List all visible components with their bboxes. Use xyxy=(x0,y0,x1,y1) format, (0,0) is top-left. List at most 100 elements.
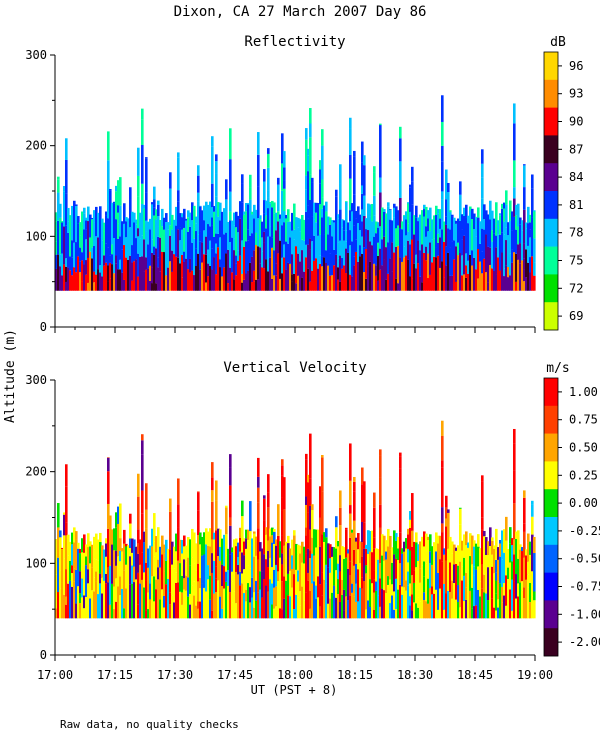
data-cell xyxy=(257,132,260,155)
data-cell xyxy=(441,146,444,162)
colorbar-label: 78 xyxy=(569,226,583,240)
data-cell xyxy=(523,165,526,187)
data-cell xyxy=(481,481,484,518)
y-tick-label: 100 xyxy=(25,556,47,570)
data-cell xyxy=(447,509,450,513)
data-cell xyxy=(215,500,218,530)
data-cell xyxy=(309,478,312,506)
data-cell xyxy=(481,518,484,530)
colorbar-swatch xyxy=(544,219,558,247)
colorbar-swatch xyxy=(544,108,558,136)
data-cell xyxy=(75,204,78,206)
colorbar-label: -2.00 xyxy=(569,635,600,649)
data-cell xyxy=(373,508,376,538)
y-tick-label: 300 xyxy=(25,48,47,62)
data-cell xyxy=(533,238,536,262)
colorbar-swatch xyxy=(544,517,558,545)
data-cell xyxy=(415,206,418,218)
data-cell xyxy=(411,493,414,531)
data-cell xyxy=(309,454,312,479)
data-cell xyxy=(513,470,516,503)
data-cell xyxy=(349,481,352,505)
data-cell xyxy=(141,455,144,491)
data-cell xyxy=(513,160,516,187)
y-tick-label: 0 xyxy=(40,648,47,662)
data-cell xyxy=(211,184,214,207)
data-cell xyxy=(389,209,392,210)
data-cell xyxy=(505,517,508,541)
data-cell xyxy=(59,530,62,537)
data-cell xyxy=(273,529,276,532)
data-cell xyxy=(533,276,536,291)
data-cell xyxy=(533,591,536,600)
data-cell xyxy=(141,120,144,145)
data-cell xyxy=(249,175,252,188)
data-cell xyxy=(523,164,526,165)
colorbar-label: -0.25 xyxy=(569,524,600,538)
data-cell xyxy=(129,524,132,539)
data-cell xyxy=(425,534,428,537)
x-tick-label: 17:00 xyxy=(37,668,73,682)
data-cell xyxy=(531,501,534,505)
data-cell xyxy=(229,128,232,159)
data-cell xyxy=(513,443,516,470)
data-cell xyxy=(145,510,148,529)
data-cell xyxy=(305,128,308,140)
data-cell xyxy=(249,188,252,200)
data-cell xyxy=(387,202,390,206)
colorbar-swatch xyxy=(544,628,558,656)
data-cell xyxy=(459,181,462,194)
data-cell xyxy=(141,440,144,454)
data-cell xyxy=(513,429,516,443)
colorbar-label: 93 xyxy=(569,87,583,101)
data-cell xyxy=(477,207,480,217)
data-cell xyxy=(379,146,382,178)
data-cell xyxy=(197,165,200,175)
data-cell xyxy=(141,109,144,120)
data-cell xyxy=(257,477,260,488)
data-cell xyxy=(119,177,122,206)
data-cell xyxy=(277,504,280,536)
data-cell xyxy=(267,148,270,154)
colorbar-swatch xyxy=(544,600,558,628)
colorbar-unit: dB xyxy=(550,35,566,50)
data-cell xyxy=(441,436,444,460)
data-cell xyxy=(119,503,122,538)
data-cell xyxy=(137,497,140,530)
data-cell xyxy=(339,508,342,525)
data-cell xyxy=(441,523,444,532)
data-cell xyxy=(383,209,386,212)
data-cell xyxy=(141,184,144,204)
data-cell xyxy=(373,196,376,216)
data-cell xyxy=(399,497,402,533)
data-cell xyxy=(253,531,256,533)
data-cell xyxy=(533,537,536,553)
x-tick-label: 17:15 xyxy=(97,668,133,682)
data-cell xyxy=(533,262,536,275)
data-cell xyxy=(99,533,102,542)
colorbar-swatch xyxy=(544,378,558,406)
data-cell xyxy=(197,193,200,202)
data-cell xyxy=(241,184,244,203)
data-cell xyxy=(523,187,526,210)
data-cell xyxy=(177,157,180,190)
data-cell xyxy=(267,190,270,197)
data-cell xyxy=(321,180,324,198)
data-cell xyxy=(513,187,516,198)
data-cell xyxy=(177,504,180,528)
data-cell xyxy=(293,530,296,535)
data-cell xyxy=(379,456,382,478)
data-cell xyxy=(321,146,324,180)
data-cell xyxy=(229,518,232,526)
data-cell xyxy=(533,600,536,618)
data-cell xyxy=(259,215,262,219)
colorbar-label: 72 xyxy=(569,281,583,295)
data-cell xyxy=(309,108,312,123)
data-cell xyxy=(165,213,168,222)
data-cell xyxy=(157,205,160,216)
data-cell xyxy=(65,487,68,522)
data-cell xyxy=(241,174,244,184)
data-cell xyxy=(83,208,86,214)
footer-note: Raw data, no quality checks xyxy=(60,718,239,731)
